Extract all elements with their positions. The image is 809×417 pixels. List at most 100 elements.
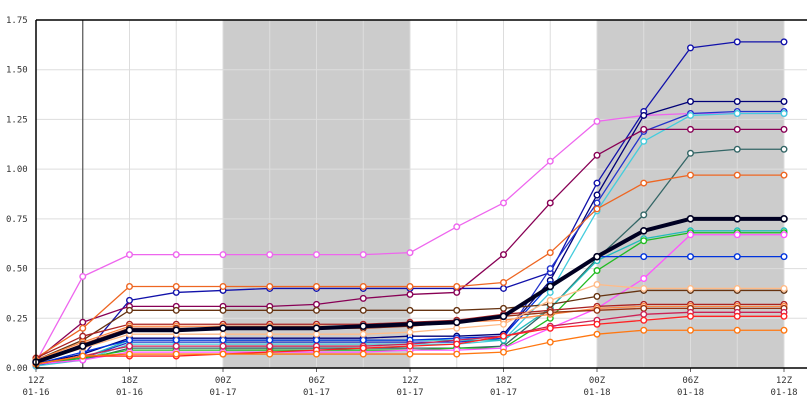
x-tick-hour-1: 18Z xyxy=(121,376,138,386)
data-point-18-7 xyxy=(359,344,367,352)
data-point-19-4 xyxy=(219,350,227,358)
data-point-0-6 xyxy=(313,251,321,259)
data-point-20-4 xyxy=(219,330,227,338)
x-tick-date-8: 01-18 xyxy=(770,388,797,398)
x-tick-date-7: 01-18 xyxy=(677,388,704,398)
data-point-4-13 xyxy=(640,137,648,145)
data-point-19-8 xyxy=(406,350,414,358)
data-point-7-8 xyxy=(406,282,414,290)
data-point-12-13 xyxy=(640,253,648,261)
data-point-7-13 xyxy=(640,179,648,187)
data-point-0-10 xyxy=(500,199,508,207)
x-tick-date-6: 01-18 xyxy=(583,388,610,398)
data-point-13-3 xyxy=(172,306,180,314)
data-point-7-1 xyxy=(79,324,87,332)
data-point-5-7 xyxy=(359,294,367,302)
data-point-17-3 xyxy=(172,342,180,350)
data-point-6-15 xyxy=(733,145,741,153)
data-point-7-12 xyxy=(593,205,601,213)
y-tick-label-4: 1.00 xyxy=(6,165,28,175)
data-point-13-4 xyxy=(219,306,227,314)
data-point-12-5 xyxy=(266,336,274,344)
y-tick-label-5: 1.25 xyxy=(6,115,28,125)
data-point-8-16 xyxy=(780,215,788,223)
data-point-12-6 xyxy=(313,336,321,344)
data-point-8-1 xyxy=(78,342,87,350)
data-point-7-3 xyxy=(172,282,180,290)
series-5 xyxy=(32,125,788,364)
data-point-5-6 xyxy=(313,300,321,308)
x-tick-hour-6: 00Z xyxy=(589,376,606,386)
data-point-8-8 xyxy=(406,320,414,329)
data-point-5-12 xyxy=(593,151,601,159)
data-point-17-13 xyxy=(640,310,648,318)
data-point-13-8 xyxy=(406,306,414,314)
x-tick-hour-2: 00Z xyxy=(215,376,232,386)
y-tick-label-0: 0.00 xyxy=(6,364,28,374)
data-point-5-8 xyxy=(406,290,414,298)
data-point-1-15 xyxy=(733,38,741,46)
data-point-0-11 xyxy=(546,157,554,165)
data-point-7-11 xyxy=(546,249,554,257)
series-7 xyxy=(32,171,788,362)
data-point-12-15 xyxy=(733,253,741,261)
data-point-3-11 xyxy=(546,265,554,273)
data-point-12-16 xyxy=(780,253,788,261)
data-point-7-14 xyxy=(687,171,695,179)
data-point-12-14 xyxy=(687,253,695,261)
data-point-20-14 xyxy=(687,284,695,292)
y-tick-label-2: 0.50 xyxy=(6,265,28,275)
data-point-8-6 xyxy=(312,324,321,333)
data-point-12-2 xyxy=(125,336,133,344)
data-point-5-10 xyxy=(500,251,508,259)
data-point-5-9 xyxy=(453,288,461,296)
data-point-19-12 xyxy=(593,330,601,338)
data-point-18-15 xyxy=(733,312,741,320)
x-tick-date-0: 01-16 xyxy=(22,388,49,398)
data-point-8-13 xyxy=(639,226,648,235)
data-point-3-12 xyxy=(593,199,601,207)
data-point-19-3 xyxy=(172,350,180,358)
data-point-8-3 xyxy=(172,326,181,335)
data-point-19-7 xyxy=(359,350,367,358)
data-point-13-9 xyxy=(453,306,461,314)
data-point-20-13 xyxy=(640,284,648,292)
data-point-0-5 xyxy=(266,251,274,259)
data-point-8-12 xyxy=(593,252,601,261)
data-point-0-3 xyxy=(172,251,180,259)
data-point-2-16 xyxy=(780,98,788,106)
y-tick-label-3: 0.75 xyxy=(6,215,28,225)
data-point-5-14 xyxy=(687,125,695,133)
data-point-16-12 xyxy=(593,306,601,314)
series-mean xyxy=(32,215,788,366)
data-point-5-16 xyxy=(780,125,788,133)
data-point-2-13 xyxy=(640,111,648,119)
data-point-18-9 xyxy=(453,340,461,348)
data-point-19-10 xyxy=(500,348,508,356)
data-point-20-7 xyxy=(359,330,367,338)
data-point-13-7 xyxy=(359,306,367,314)
y-tick-label-7: 1.75 xyxy=(6,16,28,26)
data-point-11-16 xyxy=(780,231,788,239)
data-point-18-13 xyxy=(640,316,648,324)
x-tick-date-2: 01-17 xyxy=(209,388,236,398)
data-point-0-8 xyxy=(406,249,414,257)
data-point-11-15 xyxy=(733,231,741,239)
data-point-4-11 xyxy=(546,288,554,296)
data-point-7-4 xyxy=(219,282,227,290)
data-point-17-5 xyxy=(266,342,274,350)
data-point-20-16 xyxy=(780,284,788,292)
data-point-5-11 xyxy=(546,199,554,207)
data-point-13-6 xyxy=(313,306,321,314)
data-point-5-15 xyxy=(733,125,741,133)
data-point-0-2 xyxy=(125,251,133,259)
x-tick-hour-4: 12Z xyxy=(402,376,419,386)
data-point-19-6 xyxy=(313,350,321,358)
data-point-8-7 xyxy=(359,322,368,331)
data-point-19-11 xyxy=(546,338,554,346)
data-point-6-14 xyxy=(687,149,695,157)
series-layer xyxy=(32,38,788,370)
data-point-20-9 xyxy=(453,324,461,332)
data-point-20-8 xyxy=(406,328,414,336)
data-point-18-14 xyxy=(687,312,695,320)
